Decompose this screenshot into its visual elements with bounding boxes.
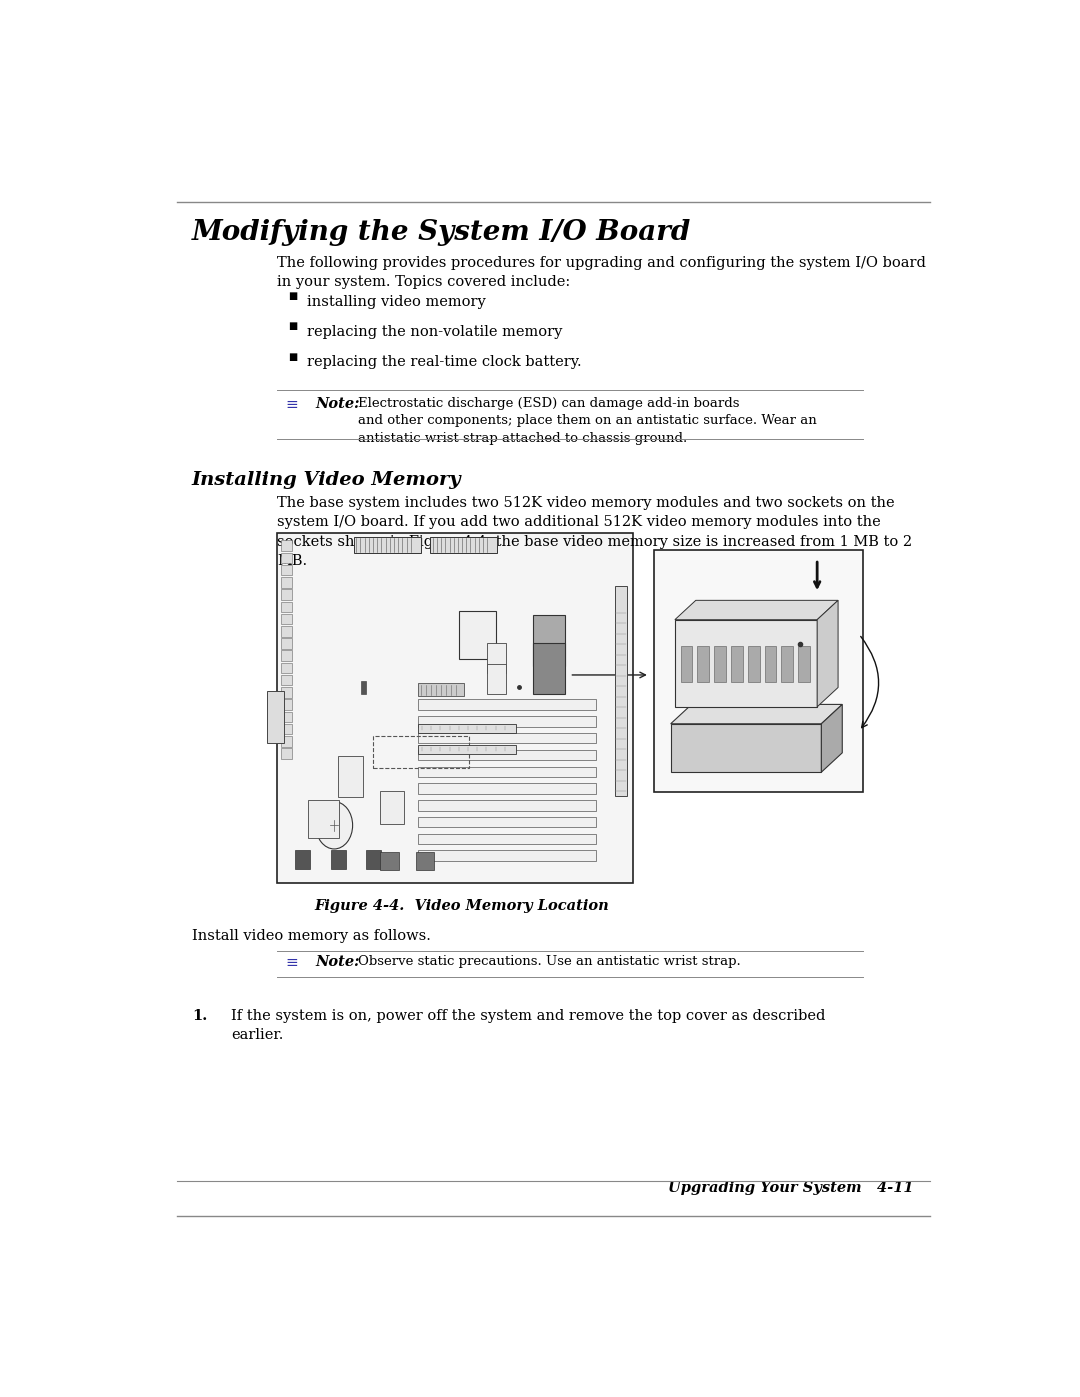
Bar [418, 700, 596, 710]
Bar [281, 602, 292, 612]
Bar [374, 736, 470, 767]
Bar [281, 651, 292, 661]
Bar [418, 784, 596, 793]
Bar [281, 700, 292, 710]
Text: If the system is on, power off the system and remove the top cover as described
: If the system is on, power off the syste… [231, 1009, 825, 1042]
Bar [418, 851, 596, 861]
Bar [416, 852, 434, 870]
Bar [698, 645, 710, 682]
Bar [308, 800, 339, 838]
Bar [459, 610, 497, 659]
Bar [671, 724, 822, 773]
Bar [731, 645, 743, 682]
Text: The base system includes two 512K video memory modules and two sockets on the
sy: The base system includes two 512K video … [278, 496, 913, 569]
Bar [380, 791, 404, 824]
Bar [361, 682, 366, 694]
Text: ■: ■ [288, 292, 297, 302]
Bar [338, 756, 363, 798]
Bar [747, 645, 759, 682]
Bar [267, 690, 284, 743]
Polygon shape [822, 704, 842, 773]
Bar [354, 536, 421, 553]
Bar [281, 711, 292, 722]
Bar [281, 662, 292, 673]
Text: ≡: ≡ [285, 956, 298, 970]
Bar [680, 645, 692, 682]
Bar [418, 800, 596, 810]
Bar [418, 750, 596, 760]
Bar [418, 817, 596, 827]
Bar [418, 683, 463, 696]
Bar [798, 645, 810, 682]
Bar [281, 541, 292, 550]
Bar [653, 549, 863, 792]
Bar [281, 613, 292, 624]
Bar [281, 553, 292, 563]
Bar [487, 643, 505, 673]
Bar [281, 736, 292, 746]
Bar [281, 577, 292, 588]
Bar [281, 687, 292, 697]
Bar [281, 564, 292, 576]
Bar [418, 733, 596, 743]
Circle shape [315, 802, 352, 849]
Text: Electrostatic discharge (ESD) can damage add-in boards
and other components; pla: Electrostatic discharge (ESD) can damage… [359, 397, 818, 444]
Bar [281, 724, 292, 735]
Bar [430, 536, 497, 553]
Bar [281, 749, 292, 759]
Bar [418, 717, 596, 726]
Bar [380, 852, 399, 870]
Text: installing video memory: installing video memory [307, 295, 485, 309]
Text: replacing the real-time clock battery.: replacing the real-time clock battery. [307, 355, 581, 369]
Bar [675, 620, 818, 707]
Polygon shape [818, 601, 838, 707]
Bar [487, 664, 505, 694]
Text: The following provides procedures for upgrading and configuring the system I/O b: The following provides procedures for up… [278, 256, 927, 289]
Bar [534, 643, 565, 694]
Bar [418, 745, 515, 753]
Polygon shape [675, 601, 838, 620]
Bar [765, 645, 777, 682]
Text: Install video memory as follows.: Install video memory as follows. [192, 929, 431, 943]
Text: ≡: ≡ [285, 397, 298, 412]
Text: Upgrading Your System   4-11: Upgrading Your System 4-11 [667, 1180, 914, 1194]
Text: Figure 4-4.  Video Memory Location: Figure 4-4. Video Memory Location [314, 900, 609, 914]
Bar [281, 675, 292, 686]
Text: Installing Video Memory: Installing Video Memory [192, 471, 461, 489]
Bar [281, 638, 292, 648]
Text: Observe static precautions. Use an antistatic wrist strap.: Observe static precautions. Use an antis… [359, 956, 741, 968]
Text: replacing the non-volatile memory: replacing the non-volatile memory [307, 324, 562, 338]
Text: Note:: Note: [315, 397, 360, 411]
Text: Modifying the System I/O Board: Modifying the System I/O Board [192, 219, 691, 246]
Text: Note:: Note: [315, 956, 360, 970]
Text: ■: ■ [288, 321, 297, 331]
Bar [534, 615, 565, 666]
Bar [615, 585, 627, 795]
Bar [418, 767, 596, 777]
Bar [366, 849, 381, 869]
Bar [714, 645, 726, 682]
Bar [281, 590, 292, 599]
Bar [418, 724, 515, 732]
Bar [278, 534, 633, 883]
Polygon shape [671, 704, 842, 724]
Bar [281, 626, 292, 637]
Text: 1.: 1. [192, 1009, 207, 1023]
Text: ■: ■ [288, 352, 297, 362]
Bar [418, 834, 596, 844]
Bar [330, 849, 346, 869]
Bar [295, 849, 310, 869]
Bar [781, 645, 793, 682]
